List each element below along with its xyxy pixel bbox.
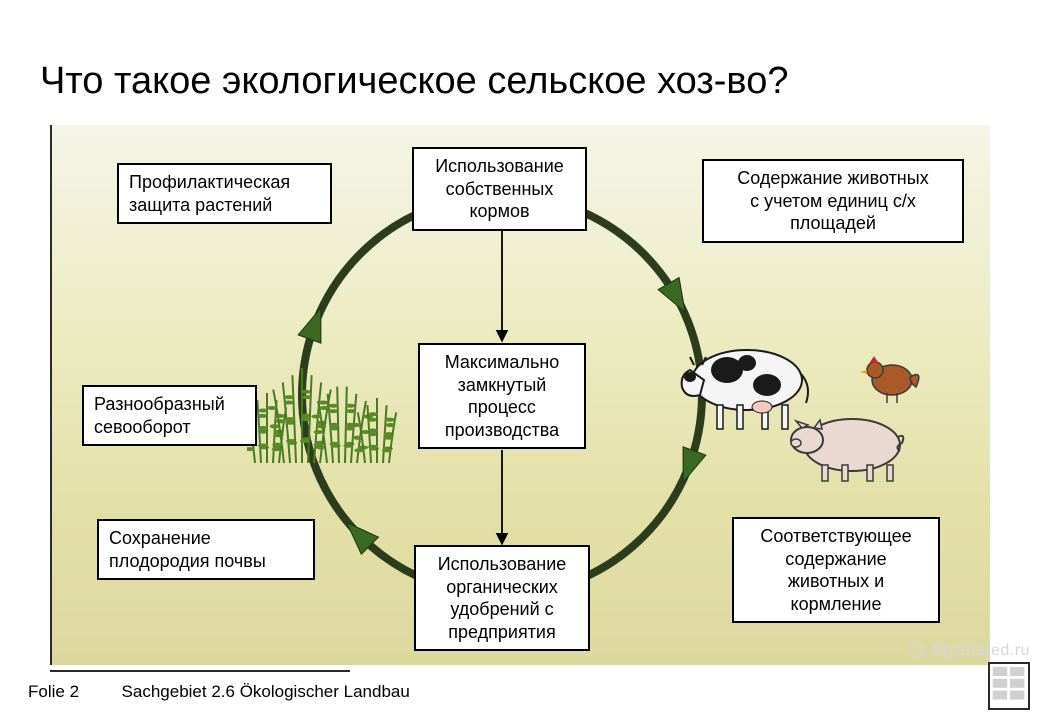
emblem-icon [988,662,1030,710]
box-plant-protection: Профилактическаязащита растений [117,163,332,224]
watermark: MyShared.ru [910,642,1030,660]
box-organic-fertilizer: Использованиеорганическихудобрений спред… [414,545,590,651]
diagram-area: Профилактическаязащита растений Использо… [50,125,990,665]
box-soil-fertility: Сохранениеплодородия почвы [97,519,315,580]
box-crop-rotation: Разнообразныйсевооборот [82,385,257,446]
footer: Folie 2 Sachgebiet 2.6 Ökologischer Land… [28,682,410,702]
slide-title: Что такое экологическое сельское хоз-во? [40,60,788,103]
box-animal-welfare: Соответствующеесодержаниеживотных икормл… [732,517,940,623]
footer-divider [50,670,350,672]
slide-number: Folie 2 [28,682,79,701]
department-label: Sachgebiet 2.6 Ökologischer Landbau [122,682,410,701]
box-closed-cycle: Максимальнозамкнутыйпроцесспроизводства [418,343,586,449]
plants-illustration [247,335,407,465]
box-animal-density: Содержание животныхс учетом единиц с/хпл… [702,159,964,243]
animals-illustration [672,325,962,485]
box-own-feed: Использованиесобственныхкормов [412,147,587,231]
